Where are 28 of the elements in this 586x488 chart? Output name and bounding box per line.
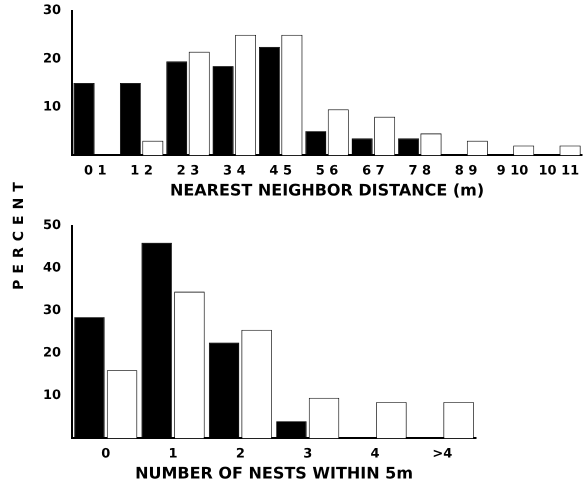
x-tick-label: 1: [168, 446, 178, 462]
x-tick-label: >4: [432, 446, 452, 462]
y-tick-label: 10: [42, 388, 62, 404]
x-tick-label: 0 1: [84, 163, 107, 178]
y-axis-title: PERCENT: [10, 176, 27, 290]
x-tick-label: 4: [370, 446, 380, 462]
x-tick-label: 8 9: [454, 163, 478, 178]
x-tick-label: 4 5: [269, 163, 292, 178]
x-tick-label: 10 11: [538, 163, 580, 178]
x-tick-label: 2 3: [176, 163, 200, 178]
y-tick-label: 50: [42, 218, 62, 234]
y-tick-label: 40: [42, 260, 62, 276]
y-tick-label: 30: [42, 3, 62, 18]
x-tick-label: 3 4: [223, 163, 246, 178]
y-tick-label: 30: [42, 303, 62, 318]
x-tick-label: 1 2: [130, 163, 153, 178]
x-tick-label: 0: [101, 446, 110, 462]
x-tick-label: 2: [236, 446, 245, 462]
y-tick-label: 20: [42, 346, 62, 361]
x-tick-label: 5 6: [316, 163, 338, 178]
y-tick-label: 20: [42, 51, 62, 66]
y-tick-label: 10: [42, 99, 62, 114]
x-tick-label: 7 8: [408, 163, 432, 178]
x-tick-label: 6 7: [362, 163, 385, 178]
x-tick-label: 9 10: [496, 163, 528, 178]
x-axis-title: NEAREST NEIGHBOR DISTANCE (m): [170, 180, 484, 200]
x-axis-title: NUMBER OF NESTS WITHIN 5m: [135, 464, 413, 483]
x-tick-label: 3: [303, 446, 312, 462]
